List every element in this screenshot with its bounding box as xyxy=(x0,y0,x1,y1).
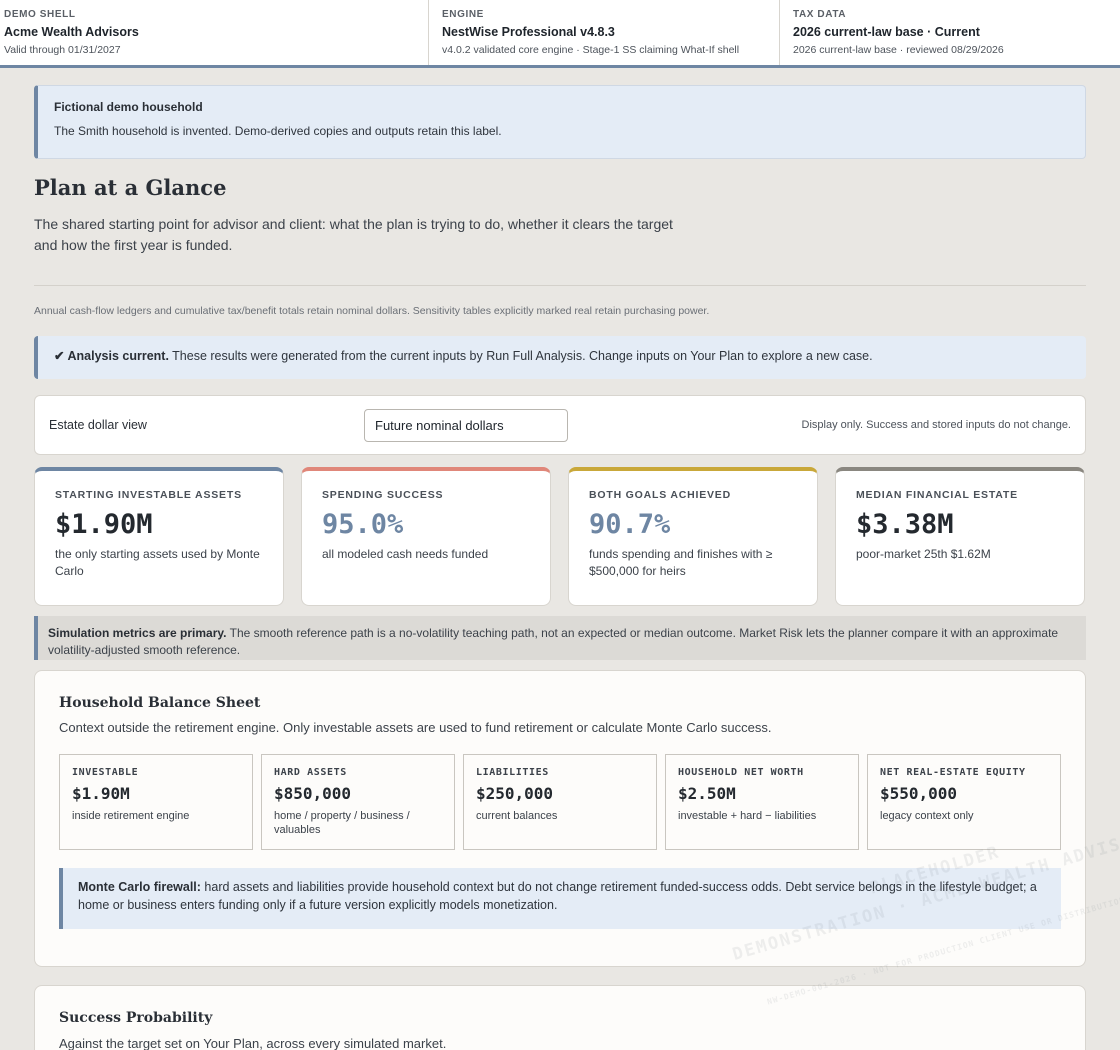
notice-text: The Smith household is invented. Demo-de… xyxy=(54,124,502,138)
balance-item-title: HOUSEHOLD NET WORTH xyxy=(678,767,804,778)
simnote-text: The smooth reference path is a no-volati… xyxy=(48,626,1059,657)
kpi-value: $3.38M xyxy=(856,509,954,540)
page-intro: The shared starting point for advisor an… xyxy=(34,216,673,253)
balance-item-desc: inside retirement engine xyxy=(72,810,190,822)
kpi-value: 95.0% xyxy=(322,509,404,540)
simulation-metrics-note: Simulation metrics are primary. The smoo… xyxy=(34,616,1086,660)
header-eyebrow: DEMO SHELL xyxy=(4,9,76,20)
header-value: Acme Wealth Advisors xyxy=(4,25,139,39)
kpi-desc: poor-market 25th $1.62M xyxy=(856,547,991,561)
balance-item-desc: current balances xyxy=(476,810,558,822)
balance-item-value: $1.90M xyxy=(72,784,130,803)
balance-item-liabilities: LIABILITIES $250,000 current balances xyxy=(463,754,657,850)
kpi-both-goals-achieved: BOTH GOALS ACHIEVED 90.7% funds spending… xyxy=(568,467,818,606)
kpi-title: BOTH GOALS ACHIEVED xyxy=(589,489,731,501)
firewall-text: hard assets and liabilities provide hous… xyxy=(78,880,1037,912)
estate-dollar-view-select[interactable]: Future nominal dollars xyxy=(364,409,568,442)
kpi-desc: funds spending and finishes with ≥ $500,… xyxy=(589,547,773,578)
header-value: 2026 current-law base · Current xyxy=(793,25,980,39)
household-balance-sheet-card: Household Balance Sheet Context outside … xyxy=(34,670,1086,967)
monte-carlo-firewall-note: Monte Carlo firewall: hard assets and li… xyxy=(59,868,1061,929)
balance-item-hard-assets: HARD ASSETS $850,000 home / property / b… xyxy=(261,754,455,850)
kpi-median-financial-estate: MEDIAN FINANCIAL ESTATE $3.38M poor-mark… xyxy=(835,467,1085,606)
kpi-title: SPENDING SUCCESS xyxy=(322,489,444,501)
kpi-value: 90.7% xyxy=(589,509,671,540)
divider xyxy=(34,285,1086,286)
header-cell-tax-data: TAX DATA 2026 current-law base · Current… xyxy=(780,0,1120,65)
balance-item-title: NET REAL-ESTATE EQUITY xyxy=(880,767,1026,778)
header-cell-engine: ENGINE NestWise Professional v4.8.3 v4.0… xyxy=(429,0,780,65)
demo-household-notice: Fictional demo household The Smith house… xyxy=(34,85,1086,159)
balance-item-desc: home / property / business / valuables xyxy=(274,810,410,836)
firewall-label: Monte Carlo firewall: xyxy=(78,880,201,894)
kpi-spending-success: SPENDING SUCCESS 95.0% all modeled cash … xyxy=(301,467,551,606)
kpi-desc: the only starting assets used by Monte C… xyxy=(55,547,260,578)
estate-view-label: Estate dollar view xyxy=(49,418,147,432)
balance-item-title: LIABILITIES xyxy=(476,767,549,778)
success-probability-desc: Against the target set on Your Plan, acr… xyxy=(59,1036,447,1050)
header-sub: Valid through 01/31/2027 xyxy=(4,44,121,56)
page-title: Plan at a Glance xyxy=(34,175,227,200)
estate-view-hint: Display only. Success and stored inputs … xyxy=(801,419,1071,431)
kpi-value: $1.90M xyxy=(55,509,153,540)
kpi-starting-investable-assets: STARTING INVESTABLE ASSETS $1.90M the on… xyxy=(34,467,284,606)
header-sub: v4.0.2 validated core engine · Stage-1 S… xyxy=(442,44,740,56)
kpi-title: STARTING INVESTABLE ASSETS xyxy=(55,489,242,501)
balance-item-desc: legacy context only xyxy=(880,810,974,822)
balance-item-value: $850,000 xyxy=(274,784,352,803)
notice-title: Fictional demo household xyxy=(54,100,203,114)
balance-item-value: $550,000 xyxy=(880,784,958,803)
header-cell-demo-shell: DEMO SHELL Acme Wealth Advisors Valid th… xyxy=(0,0,429,65)
header-sub: 2026 current-law base · reviewed 08/29/2… xyxy=(793,44,1004,56)
simnote-label: Simulation metrics are primary. xyxy=(48,626,227,640)
success-probability-card: Success Probability Against the target s… xyxy=(34,985,1086,1050)
balance-item-household-net-worth: HOUSEHOLD NET WORTH $2.50M investable + … xyxy=(665,754,859,850)
analysis-status-banner: ✔ Analysis current. These results were g… xyxy=(34,336,1086,379)
top-header: DEMO SHELL Acme Wealth Advisors Valid th… xyxy=(0,0,1120,68)
success-probability-title: Success Probability xyxy=(59,1010,213,1026)
balance-sheet-title: Household Balance Sheet xyxy=(59,695,261,711)
balance-sheet-desc: Context outside the retirement engine. O… xyxy=(59,720,772,735)
balance-item-title: HARD ASSETS xyxy=(274,767,347,778)
header-eyebrow: TAX DATA xyxy=(793,9,847,20)
header-eyebrow: ENGINE xyxy=(442,9,484,20)
balance-item-net-real-estate-equity: NET REAL-ESTATE EQUITY $550,000 legacy c… xyxy=(867,754,1061,850)
balance-item-value: $250,000 xyxy=(476,784,554,803)
dollar-convention-note: Annual cash-flow ledgers and cumulative … xyxy=(34,305,710,317)
header-value: NestWise Professional v4.8.3 xyxy=(442,25,615,39)
status-text: These results were generated from the cu… xyxy=(168,349,873,363)
kpi-title: MEDIAN FINANCIAL ESTATE xyxy=(856,489,1018,501)
balance-item-desc: investable + hard − liabilities xyxy=(678,810,817,822)
status-label: ✔ Analysis current. xyxy=(54,349,169,363)
balance-item-value: $2.50M xyxy=(678,784,736,803)
kpi-desc: all modeled cash needs funded xyxy=(322,547,489,561)
balance-item-investable: INVESTABLE $1.90M inside retirement engi… xyxy=(59,754,253,850)
estate-view-bar: Estate dollar view Future nominal dollar… xyxy=(34,395,1086,455)
balance-item-title: INVESTABLE xyxy=(72,767,139,778)
